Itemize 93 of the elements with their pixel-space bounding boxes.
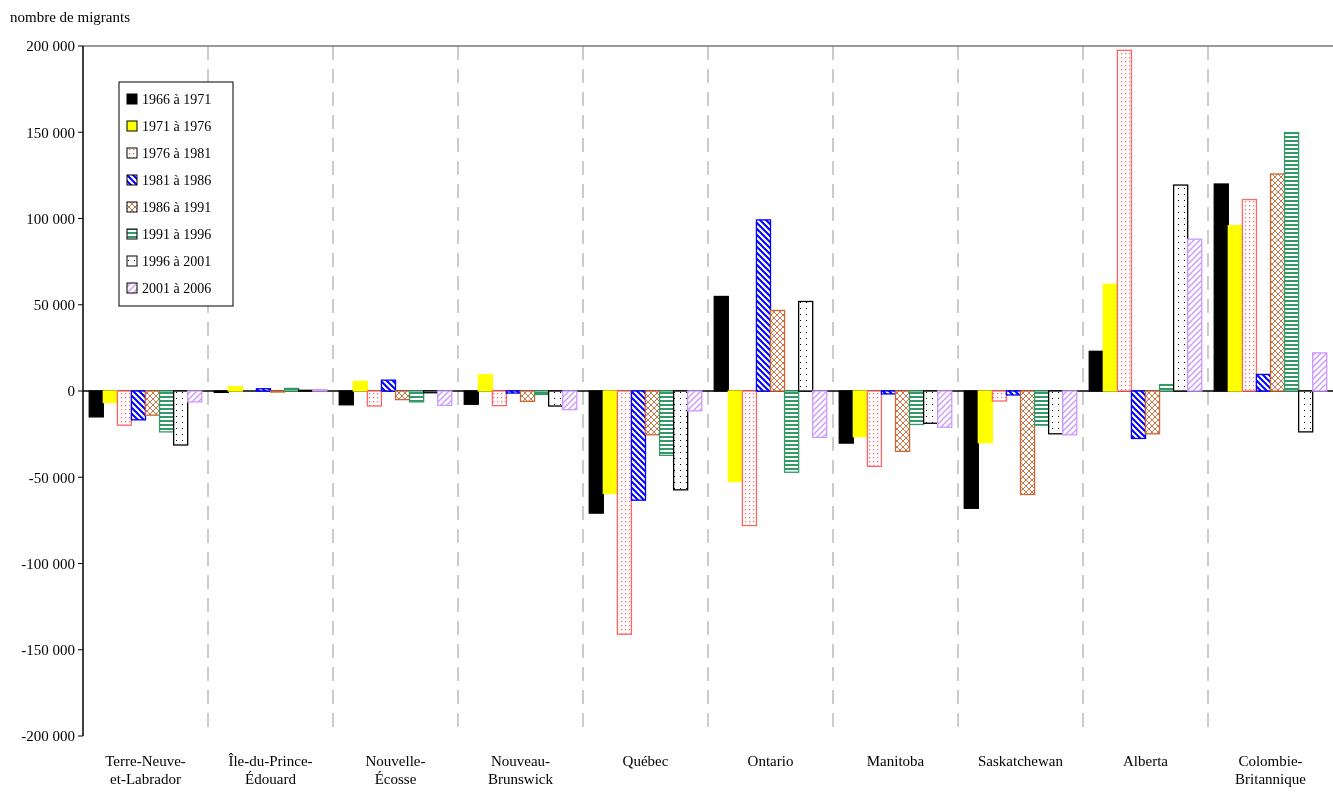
bar xyxy=(1269,173,1286,392)
bar xyxy=(1255,373,1272,392)
bar xyxy=(769,309,786,392)
bar xyxy=(380,379,397,392)
bar xyxy=(644,390,661,436)
bar xyxy=(1130,390,1147,440)
bar xyxy=(672,390,689,491)
bar xyxy=(519,390,536,402)
bar xyxy=(866,390,883,468)
y-tick-label: 0 xyxy=(67,383,75,400)
x-tick-label: Terre-Neuve-et-Labrador xyxy=(105,753,186,787)
legend-label: 1966 à 1971 xyxy=(142,91,212,107)
x-tick-label: Québec xyxy=(622,753,669,769)
x-tick-label: Alberta xyxy=(1123,753,1169,769)
x-tick-label: Nouvelle-Écosse xyxy=(365,753,426,787)
bar xyxy=(562,390,578,411)
x-tick-label: Manitoba xyxy=(866,753,925,769)
bar xyxy=(1047,390,1064,435)
y-axis-title: nombre de migrants xyxy=(10,9,131,25)
bar xyxy=(477,374,494,392)
bar xyxy=(922,390,939,424)
bar xyxy=(102,390,119,404)
y-tick-label: 100 000 xyxy=(26,210,75,227)
y-tick-label: 200 000 xyxy=(26,38,75,55)
bar xyxy=(437,390,453,406)
y-tick-label: -50 000 xyxy=(28,469,75,486)
y-tick-label: 50 000 xyxy=(33,297,75,313)
bar xyxy=(408,390,425,403)
bar xyxy=(352,380,369,392)
legend-label: 1986 à 1991 xyxy=(142,199,212,215)
bar xyxy=(880,390,897,395)
bar xyxy=(658,390,675,456)
bar xyxy=(812,390,828,439)
bar xyxy=(1062,390,1078,436)
y-tick-label: -100 000 xyxy=(21,555,75,572)
bar xyxy=(991,390,1008,402)
bar xyxy=(1172,184,1189,392)
bar xyxy=(491,390,508,407)
bar xyxy=(894,390,911,453)
bar xyxy=(937,390,953,428)
bar xyxy=(977,390,994,444)
bar xyxy=(797,300,814,392)
bar xyxy=(1227,225,1244,392)
bar xyxy=(908,390,925,426)
bar xyxy=(366,390,383,407)
x-tick-label: Ontario xyxy=(747,753,794,769)
legend-label: 1981 à 1986 xyxy=(142,172,212,188)
bar xyxy=(116,390,133,426)
bar xyxy=(1019,390,1036,496)
bar xyxy=(144,390,161,416)
bar xyxy=(1312,352,1328,392)
bar xyxy=(687,390,703,412)
bar xyxy=(227,386,244,392)
bar xyxy=(852,390,869,438)
y-tick-label: -150 000 xyxy=(21,642,75,658)
bar xyxy=(1158,383,1175,392)
bar xyxy=(394,390,411,401)
bar xyxy=(533,390,550,396)
legend-label: 1996 à 2001 xyxy=(142,253,212,269)
bar xyxy=(741,390,758,527)
y-tick-label: -200 000 xyxy=(21,728,75,745)
bar xyxy=(1283,131,1300,392)
bar xyxy=(616,390,633,635)
bar xyxy=(630,390,647,501)
bar xyxy=(172,390,189,446)
x-tick-label: Saskatchewan xyxy=(978,753,1064,769)
bar xyxy=(283,387,300,392)
bar xyxy=(187,390,203,403)
legend-label: 2001 à 2006 xyxy=(142,280,212,296)
bar xyxy=(547,390,564,407)
bar xyxy=(1297,390,1314,433)
bar xyxy=(727,390,744,483)
bar xyxy=(505,390,522,394)
bar xyxy=(755,219,772,392)
y-tick-label: 150 000 xyxy=(26,124,75,141)
bar xyxy=(130,390,147,421)
bar xyxy=(255,388,272,392)
legend-label: 1976 à 1981 xyxy=(142,145,212,161)
bar xyxy=(1102,283,1119,392)
bar xyxy=(1116,49,1133,392)
x-tick-label: Nouveau-Brunswick xyxy=(488,753,554,787)
legend-label: 1971 à 1976 xyxy=(142,118,212,134)
bar xyxy=(1187,238,1203,392)
bar xyxy=(1005,390,1022,396)
bar xyxy=(1144,390,1161,435)
x-tick-label: Île-du-Prince-Édouard xyxy=(228,753,313,787)
bar xyxy=(783,390,800,473)
bar xyxy=(158,390,175,433)
bar xyxy=(1033,390,1050,426)
x-tick-label: Colombie-Britannique xyxy=(1235,753,1307,787)
bar xyxy=(1241,198,1258,392)
legend-label: 1991 à 1996 xyxy=(142,226,212,242)
bar xyxy=(602,390,619,495)
